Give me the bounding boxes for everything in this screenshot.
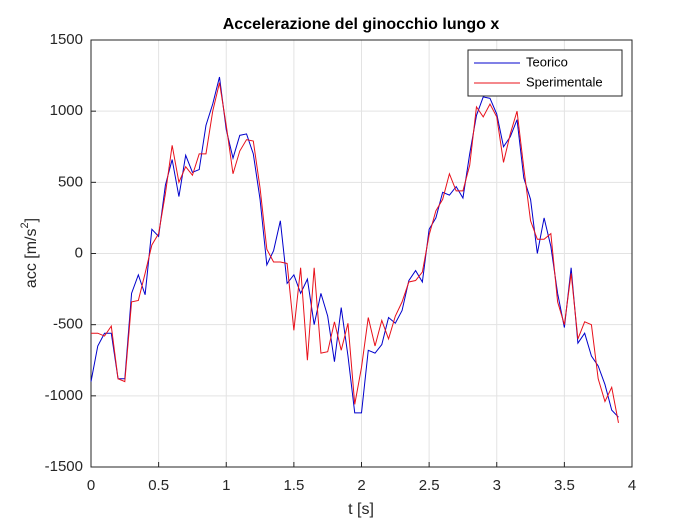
x-axis-label: t [s] — [348, 501, 374, 518]
x-tick-label: 0.5 — [148, 477, 169, 494]
y-tick-label: -500 — [53, 316, 83, 333]
y-tick-label: 1500 — [50, 31, 83, 48]
x-tick-label: 1 — [222, 477, 230, 494]
y-tick-label: -1000 — [45, 387, 83, 404]
series-line — [91, 82, 619, 423]
x-tick-label: 2.5 — [419, 477, 440, 494]
legend-label: Sperimentale — [526, 74, 603, 89]
axes-box — [90, 39, 633, 468]
x-tick-label: 1.5 — [283, 477, 304, 494]
x-tick-label: 3 — [493, 477, 501, 494]
y-tick-label: 1000 — [50, 102, 83, 119]
series-line — [90, 76, 619, 418]
chart-title: Accelerazione del ginocchio lungo x — [223, 16, 500, 33]
y-axis-label-end: ] — [23, 218, 40, 222]
x-tick-label: 2 — [357, 477, 365, 494]
y-tick-label: -1500 — [45, 458, 83, 475]
y-tick-label: 500 — [58, 173, 83, 190]
y-axis-label: acc [m/s2] — [19, 218, 40, 288]
y-axis-label-text: acc [m/s — [23, 229, 40, 289]
y-axis-label-sup: 2 — [19, 222, 31, 228]
y-tick-label: 0 — [75, 244, 83, 261]
x-tick-label: 0 — [87, 477, 95, 494]
legend-box — [467, 49, 623, 97]
legend-label: Teorico — [526, 54, 568, 69]
x-tick-label: 3.5 — [554, 477, 575, 494]
x-tick-label: 4 — [628, 477, 636, 494]
